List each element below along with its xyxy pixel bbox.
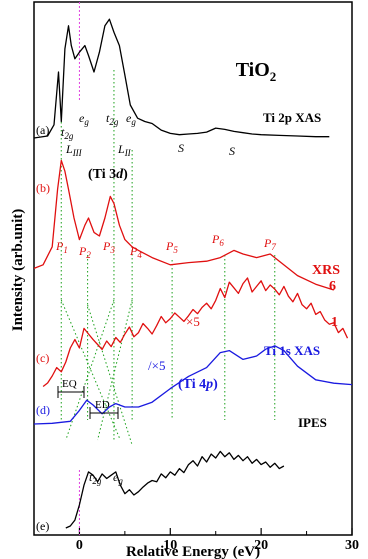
label-t2g-e: t2g <box>89 470 102 486</box>
x-tick-label: 20 <box>254 538 268 553</box>
label-p3: P3 <box>102 239 115 255</box>
plot-frame <box>33 1 353 536</box>
series-line-2 <box>42 277 349 388</box>
label-p1: P1 <box>55 239 68 255</box>
label-ti3d: (Ti 3d) <box>88 167 128 182</box>
label-lii: LII <box>117 142 132 158</box>
series-layer <box>33 18 353 529</box>
peak-lines <box>60 2 276 535</box>
label-times5-a: ×5 <box>186 314 200 329</box>
label-xrs-6: 6 <box>329 279 336 294</box>
label-ed: ED <box>95 399 110 411</box>
chart-title: TiO2 <box>236 59 277 84</box>
peak-guide-diagonal <box>97 299 133 441</box>
label-eq: EQ <box>62 378 77 390</box>
series-line-0 <box>33 18 330 139</box>
label-times5-b: /×5 <box>148 358 165 373</box>
series-line-4 <box>65 450 285 529</box>
x-axis-label: Relative Energy (eV) <box>126 544 260 559</box>
label-t2g-a: t2g <box>61 125 74 141</box>
label-xrs: XRS <box>312 263 340 278</box>
label-a: (a) <box>36 123 49 137</box>
chart-title-sub: 2 <box>270 69 277 84</box>
label-ti1s: Ti 1s XAS <box>264 343 320 358</box>
peak-guide-diagonal <box>87 304 133 446</box>
series-line-1 <box>33 159 334 291</box>
label-eg-e: eg <box>113 470 123 486</box>
label-p5: P5 <box>165 239 178 255</box>
label-p6: P6 <box>211 232 224 248</box>
peak-guide-diagonal <box>65 299 115 441</box>
label-d: (d) <box>36 403 50 417</box>
label-ipes: IPES <box>298 415 327 430</box>
x-ticks: 0 10 20 30 <box>33 528 359 553</box>
label-p2: P2 <box>78 244 91 260</box>
label-xrs-1: 1 <box>331 315 338 330</box>
label-c: (c) <box>36 351 49 365</box>
label-p4: P4 <box>129 244 142 260</box>
label-ti2p: Ti 2p XAS <box>263 110 321 125</box>
series-line-3 <box>33 345 353 425</box>
label-ti4p: (Ti 4p) <box>178 377 218 392</box>
x-tick-label: 10 <box>163 538 177 553</box>
label-s2: S <box>229 144 235 158</box>
x-tick-label: 30 <box>345 538 359 553</box>
x-tick-label: 0 <box>76 538 83 553</box>
label-p7: P7 <box>263 236 276 252</box>
chart-title-main: TiO <box>236 59 270 81</box>
label-eg-a: eg <box>79 111 89 127</box>
peak-guide-diagonal <box>60 299 121 441</box>
label-t2g-b: t2g <box>106 111 119 127</box>
label-e: (e) <box>36 519 49 533</box>
label-liii: LIII <box>65 142 83 158</box>
y-axis-label: Intensity (arb.unit) <box>10 209 26 332</box>
label-eg-b: eg <box>126 111 136 127</box>
label-b: (b) <box>36 181 50 195</box>
label-s1: S <box>178 141 184 155</box>
